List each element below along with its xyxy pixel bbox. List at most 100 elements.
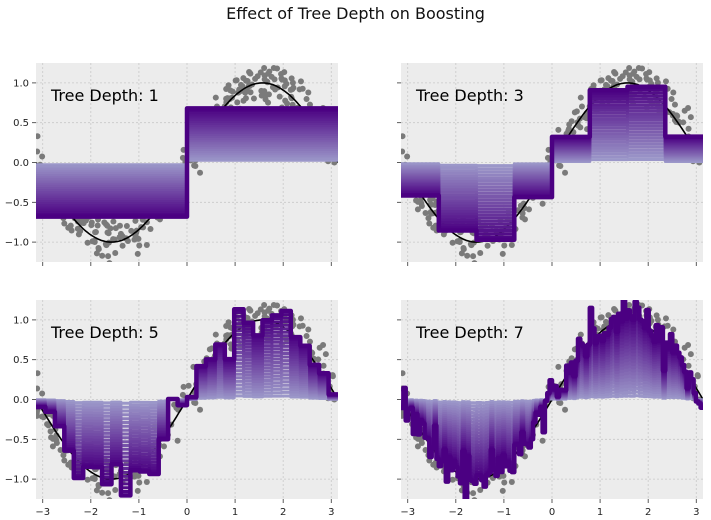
scatter-point <box>305 326 312 333</box>
subplot-annotation: Tree Depth: 5 <box>50 323 159 342</box>
scatter-point <box>418 202 425 209</box>
y-tick-label: −1.0 <box>5 475 29 486</box>
scatter-point <box>39 153 46 160</box>
scatter-point <box>499 250 506 257</box>
scatter-point <box>180 383 187 390</box>
scatter-point <box>685 125 692 132</box>
scatter-point <box>329 373 336 380</box>
scatter-point <box>470 253 477 260</box>
scatter-point <box>562 406 569 413</box>
scatter-point <box>60 452 67 459</box>
scatter-point <box>124 237 131 244</box>
scatter-point <box>418 439 425 446</box>
scatter-point <box>322 351 329 358</box>
scatter-point <box>247 70 254 77</box>
scatter-point <box>631 68 638 75</box>
scatter-point <box>135 472 142 479</box>
scatter-point <box>562 169 569 176</box>
scatter-point <box>212 331 219 338</box>
scatter-point <box>471 260 478 262</box>
scatter-point <box>261 301 268 308</box>
scatter-point <box>106 260 113 262</box>
scatter-point <box>39 390 46 397</box>
scatter-point <box>112 487 119 494</box>
scatter-point <box>233 77 240 84</box>
y-tick-label: 0.0 <box>13 395 29 406</box>
scatter-point <box>499 487 506 494</box>
x-tick-label: −2 <box>448 507 463 518</box>
scatter-point <box>265 99 272 106</box>
scatter-point <box>284 100 291 107</box>
scatter-point <box>281 69 288 76</box>
scatter-point <box>143 478 150 485</box>
scatter-point <box>590 82 597 89</box>
plot-content <box>36 64 338 262</box>
scatter-point <box>283 80 290 87</box>
scatter-point <box>95 246 102 253</box>
scatter-point <box>225 82 232 89</box>
subplot-4: −3 −2 −1 0 1 2 3 Tree Depth: 7 <box>397 300 703 518</box>
scatter-point <box>639 65 646 72</box>
scatter-point <box>119 242 126 249</box>
scatter-point <box>685 105 692 112</box>
scatter-point <box>662 315 669 322</box>
scatter-point <box>107 225 114 232</box>
scatter-point <box>116 222 123 229</box>
scatter-point <box>662 78 669 85</box>
x-tick-label: 2 <box>280 507 286 518</box>
plot-content <box>36 301 338 499</box>
scatter-point <box>106 497 113 499</box>
scatter-point <box>36 385 41 392</box>
scatter-point <box>91 475 98 482</box>
scatter-point <box>477 250 484 257</box>
scatter-point <box>84 239 91 246</box>
scatter-point <box>456 238 463 245</box>
scatter-point <box>401 370 406 377</box>
scatter-point <box>539 200 546 207</box>
x-tick-label: 0 <box>184 507 190 518</box>
scatter-point <box>274 302 281 309</box>
scatter-point <box>61 220 68 227</box>
scatter-point <box>500 472 507 479</box>
scatter-point <box>425 215 432 222</box>
scatter-point <box>422 446 429 453</box>
scatter-point <box>299 85 306 92</box>
y-tick-label: 0.0 <box>13 158 29 169</box>
scatter-point <box>565 125 572 132</box>
scatter-point <box>265 91 272 98</box>
x-tick-label: 3 <box>328 507 334 518</box>
scatter-point <box>464 252 471 259</box>
scatter-point <box>112 250 119 257</box>
scatter-point <box>557 400 564 407</box>
scatter-point <box>626 301 633 308</box>
scatter-point <box>470 490 477 497</box>
scatter-point <box>577 94 584 101</box>
scatter-point <box>694 373 701 380</box>
scatter-point <box>555 363 562 370</box>
scatter-point <box>426 220 433 227</box>
scatter-point <box>258 92 265 99</box>
scatter-point <box>306 101 313 108</box>
boosting-stage-line <box>401 84 703 243</box>
scatter-point <box>266 305 273 312</box>
scatter-point <box>135 235 142 242</box>
scatter-point <box>577 124 584 131</box>
scatter-point <box>247 307 254 314</box>
x-tick-label: 0 <box>549 507 555 518</box>
scatter-point <box>67 222 74 229</box>
scatter-point <box>671 101 678 108</box>
scatter-point <box>609 78 616 85</box>
scatter-point <box>670 89 677 96</box>
scatter-point <box>568 355 575 362</box>
plot-content <box>401 300 703 499</box>
scatter-point <box>557 163 564 170</box>
scatter-point <box>276 93 283 100</box>
x-tick-label: −3 <box>400 507 415 518</box>
scatter-point <box>57 446 64 453</box>
scatter-point <box>45 422 52 429</box>
x-tick-label: −1 <box>132 507 147 518</box>
scatter-point <box>288 95 295 102</box>
scatter-point <box>49 443 56 450</box>
scatter-point <box>212 94 219 101</box>
x-tick-label: 3 <box>693 507 699 518</box>
